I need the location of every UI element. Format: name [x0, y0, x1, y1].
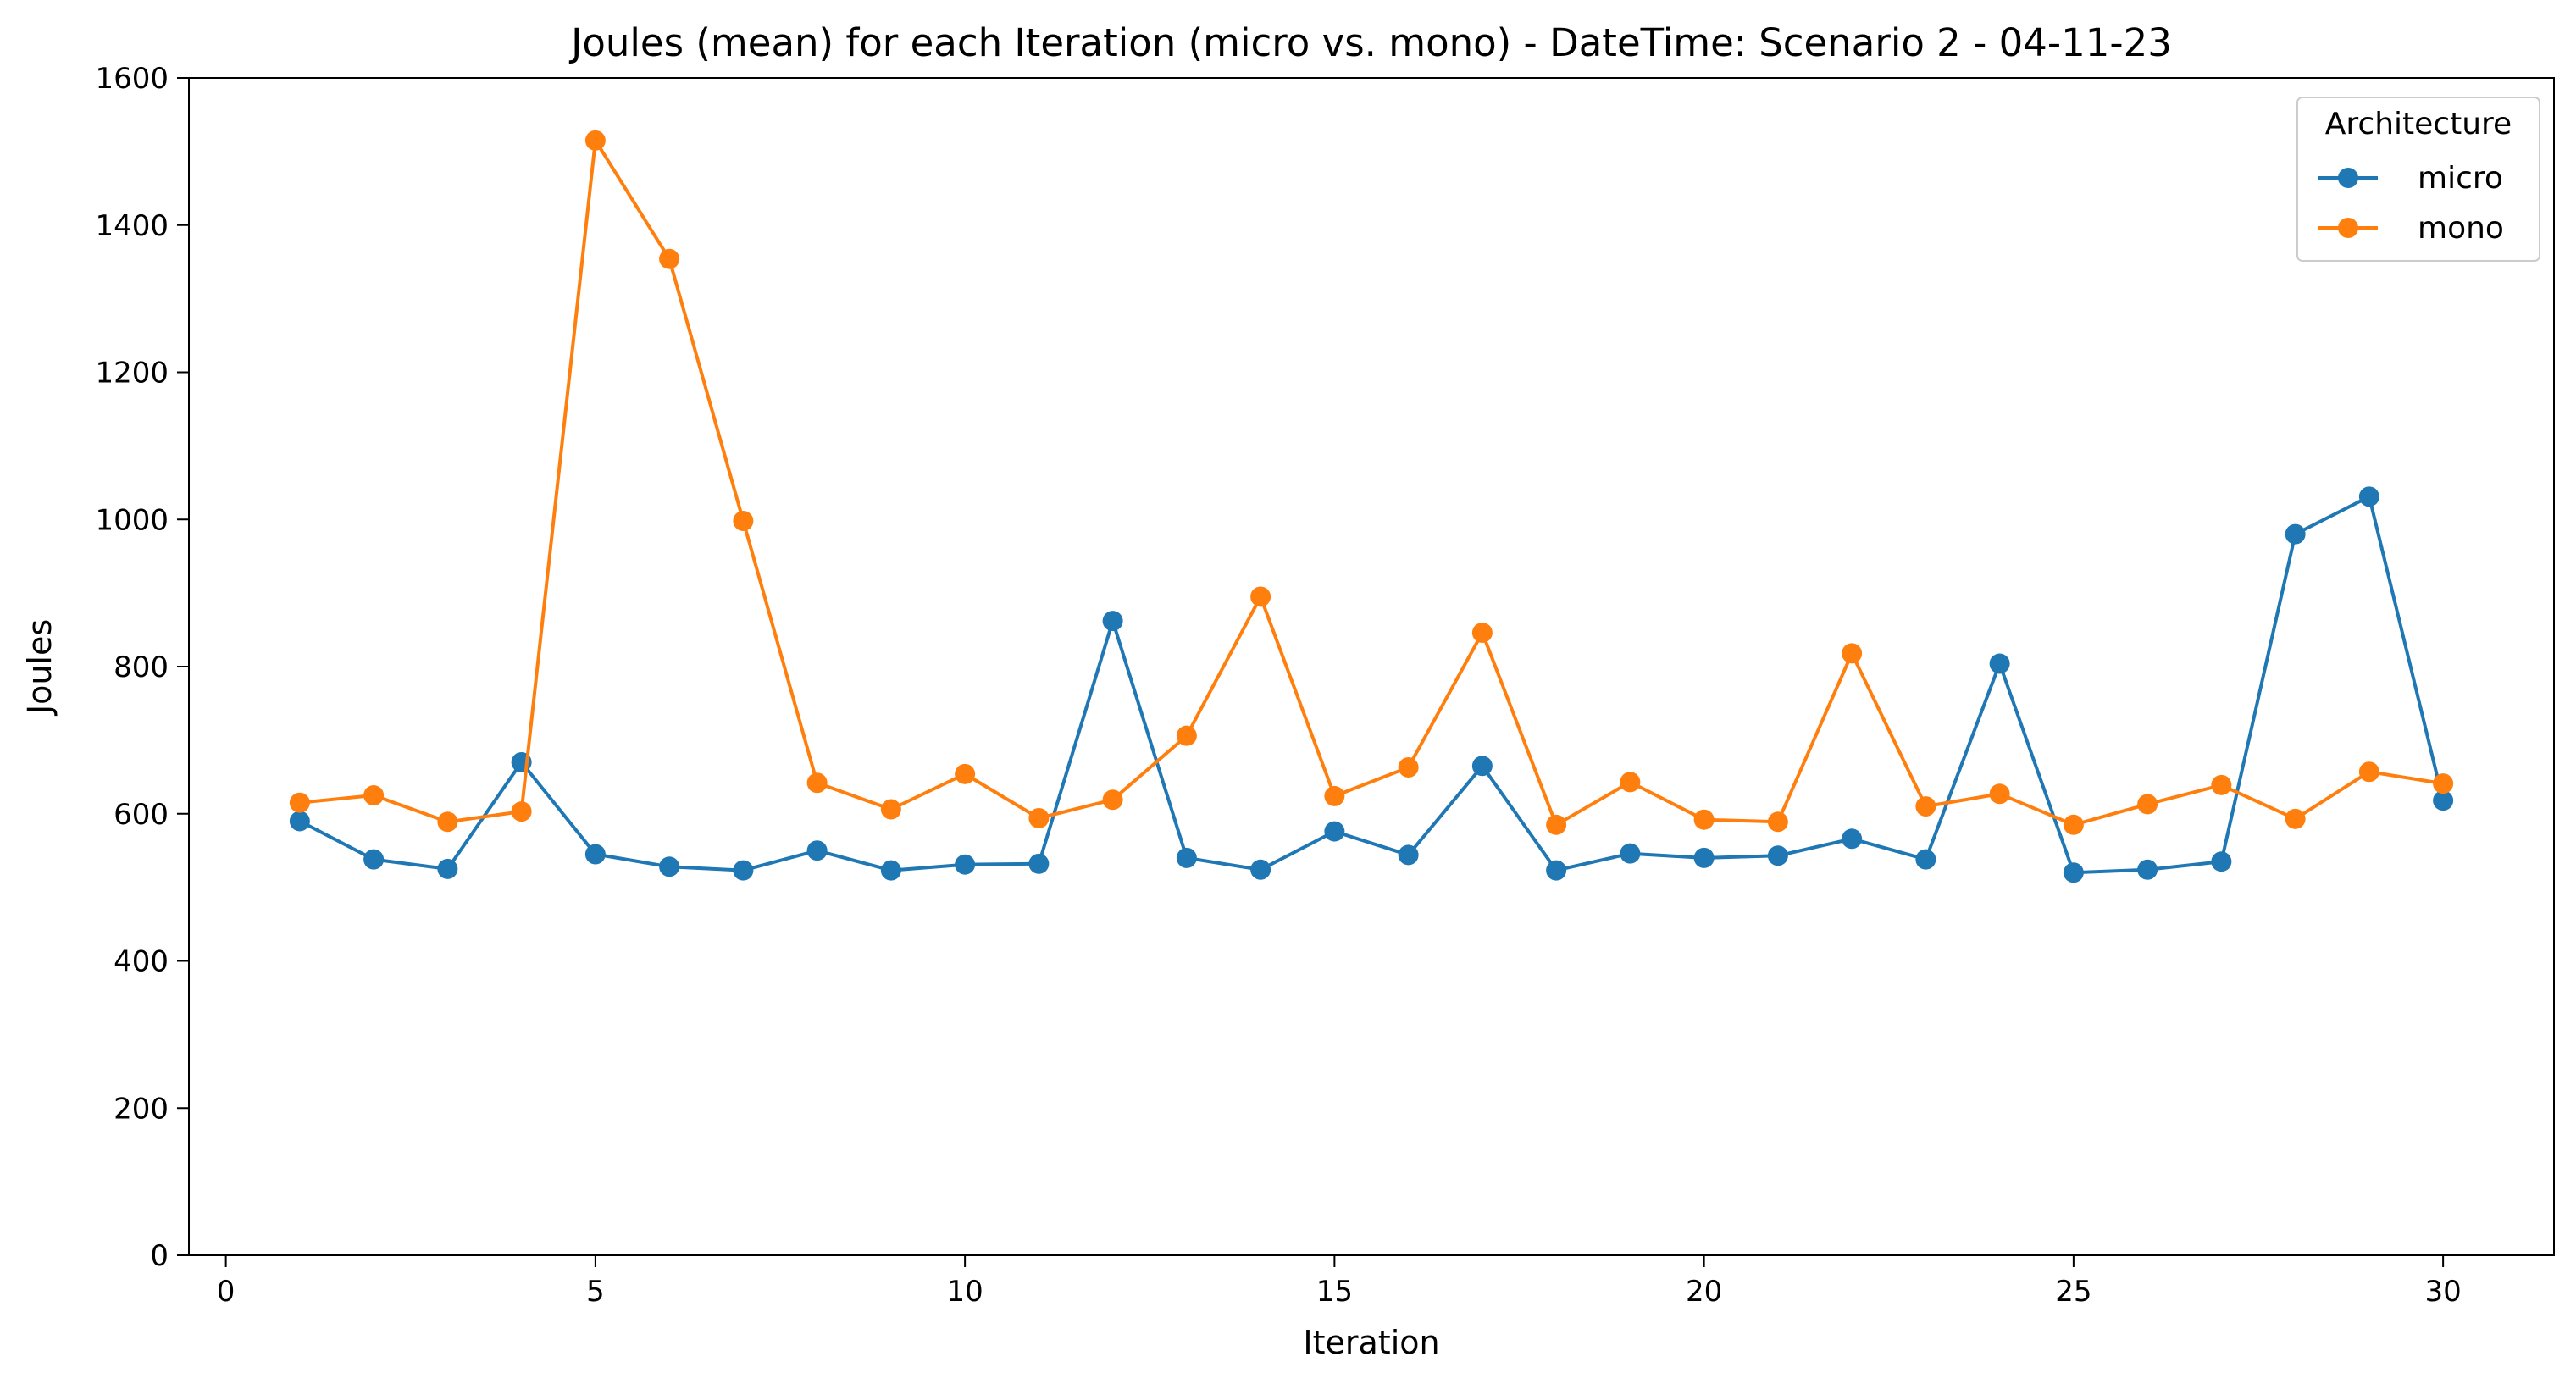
data-point-mono	[2211, 774, 2232, 795]
data-point-mono	[1546, 814, 1567, 835]
y-tick-label: 1000	[95, 503, 169, 537]
y-tick-label: 1400	[95, 209, 169, 243]
data-point-mono	[1989, 783, 2010, 805]
y-tick-label: 600	[114, 798, 169, 832]
data-point-micro	[1176, 847, 1197, 868]
data-point-micro	[2211, 851, 2232, 872]
data-point-micro	[2433, 790, 2454, 811]
data-point-micro	[1028, 853, 1050, 874]
data-point-mono	[2063, 814, 2084, 835]
legend-title: Architecture	[2325, 107, 2512, 141]
data-point-micro	[1398, 844, 1419, 866]
plot-frame	[188, 77, 2555, 1256]
data-point-mono	[1324, 785, 1345, 806]
legend-marker-micro	[2338, 168, 2358, 188]
data-point-mono	[733, 510, 754, 531]
data-point-micro	[437, 858, 458, 879]
data-point-micro	[2063, 862, 2084, 883]
data-point-micro	[955, 854, 976, 875]
data-point-micro	[1102, 611, 1123, 632]
y-tick-label: 0	[150, 1239, 169, 1273]
axes: 0 5 10 15 20 25 30 0 200 400 600 800 1000 1200 1400 160…	[95, 62, 2555, 1309]
data-point-micro	[1989, 653, 2010, 674]
legend-label-micro: micro	[2418, 161, 2503, 196]
x-tick-label: 20	[1686, 1275, 1722, 1309]
data-point-micro	[2137, 859, 2158, 880]
data-point-mono	[1767, 811, 1788, 833]
data-point-mono	[289, 792, 310, 813]
data-point-mono	[2137, 794, 2158, 815]
data-point-mono	[1915, 796, 1936, 817]
data-point-mono	[1620, 772, 1641, 793]
data-point-mono	[659, 248, 680, 269]
data-point-mono	[2358, 761, 2379, 783]
data-point-mono	[2433, 773, 2454, 794]
x-tick-label: 0	[217, 1275, 235, 1309]
data-point-mono	[584, 130, 606, 151]
series-mono	[289, 130, 2454, 835]
data-point-mono	[1842, 643, 1863, 664]
x-tick-label: 30	[2424, 1275, 2461, 1309]
data-point-mono	[1398, 757, 1419, 778]
series-line-mono	[299, 138, 2444, 827]
data-point-micro	[584, 844, 606, 865]
data-point-micro	[2358, 486, 2379, 507]
data-point-micro	[659, 856, 680, 877]
data-point-micro	[1767, 845, 1788, 866]
data-point-micro	[1324, 821, 1345, 842]
data-point-mono	[2285, 808, 2306, 829]
data-point-micro	[363, 849, 385, 870]
data-point-mono	[1176, 725, 1197, 746]
series-line-micro	[298, 495, 2446, 875]
series-micro	[289, 486, 2454, 883]
legend-box	[2296, 97, 2540, 262]
y-tick-label: 200	[114, 1092, 169, 1126]
legend-marker-mono	[2338, 218, 2358, 238]
y-tick-label: 400	[114, 945, 169, 979]
x-tick-label: 5	[586, 1275, 605, 1309]
legend: Architecture micro mono	[2296, 97, 2540, 262]
y-axis-label: Joules	[21, 619, 58, 716]
data-point-mono	[1471, 623, 1493, 644]
x-tick-label: 25	[2055, 1275, 2091, 1309]
data-point-micro	[1693, 847, 1715, 868]
y-tick-label: 1600	[95, 62, 169, 96]
data-point-micro	[2285, 523, 2306, 545]
y-tick-label: 1200	[95, 357, 169, 390]
data-point-mono	[363, 785, 385, 806]
x-tick-label: 10	[946, 1275, 983, 1309]
data-point-micro	[1250, 859, 1271, 880]
data-point-mono	[1693, 809, 1715, 830]
data-point-mono	[511, 801, 532, 822]
data-point-micro	[806, 840, 828, 861]
data-point-micro	[1915, 849, 1936, 870]
data-point-micro	[1620, 843, 1641, 864]
data-point-mono	[437, 811, 458, 833]
y-tick-label: 800	[114, 650, 169, 684]
x-axis-label: Iteration	[1303, 1324, 1439, 1361]
data-point-mono	[880, 799, 901, 820]
data-point-mono	[955, 763, 976, 784]
data-point-micro	[289, 811, 310, 832]
data-point-micro	[1471, 756, 1493, 777]
x-tick-label: 15	[1316, 1275, 1353, 1309]
data-point-mono	[1250, 586, 1271, 607]
data-point-micro	[1842, 828, 1863, 850]
data-point-micro	[733, 860, 754, 881]
data-point-mono	[806, 772, 828, 794]
data-point-mono	[1102, 789, 1123, 811]
data-point-mono	[1028, 807, 1050, 828]
legend-label-mono: mono	[2418, 211, 2504, 246]
data-point-micro	[880, 860, 901, 881]
data-point-micro	[1546, 860, 1567, 881]
series-layer	[289, 130, 2454, 883]
chart-title: Joules (mean) for each Iteration (micro …	[568, 20, 2172, 65]
